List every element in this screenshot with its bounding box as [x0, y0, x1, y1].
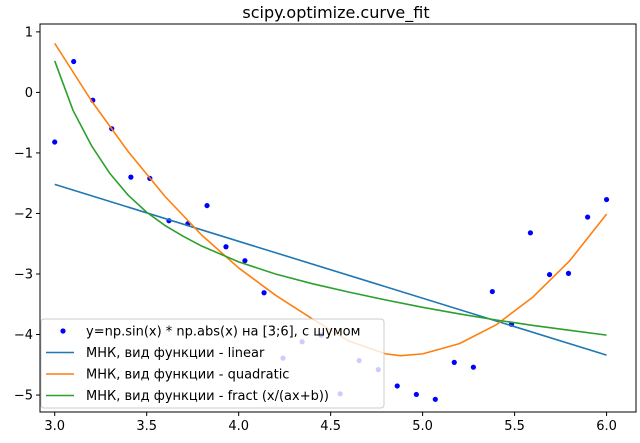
legend: y=np.sin(x) * np.abs(x) на [3;6], с шумо…	[40, 318, 385, 409]
y-tick-label: 1	[25, 25, 33, 40]
data-point	[603, 196, 610, 203]
y-tick-label: 0	[25, 86, 33, 101]
x-tick-label: 3.5	[136, 419, 157, 434]
data-point	[128, 174, 134, 180]
legend-label-3: МНК, вид функции - fract (x/(ax+b))	[86, 389, 329, 404]
data-point	[432, 396, 438, 402]
x-tick-label: 4.0	[228, 419, 249, 434]
data-point	[546, 271, 553, 278]
legend-label-1: МНК, вид функции - linear	[86, 346, 265, 361]
y-tick-label: −4	[14, 328, 33, 343]
series-line-3	[53, 60, 607, 336]
y-tick-label: −3	[14, 267, 33, 282]
legend-marker-scatter	[60, 328, 66, 334]
data-point	[223, 244, 229, 250]
data-point	[470, 364, 476, 370]
data-point	[565, 270, 572, 276]
legend-box	[40, 318, 385, 409]
data-point	[451, 359, 457, 365]
legend-label-0: y=np.sin(x) * np.abs(x) на [3;6], с шумо…	[86, 325, 360, 340]
chart-title: scipy.optimize.curve_fit	[242, 3, 429, 23]
y-tick-label: −5	[14, 389, 33, 404]
data-point	[489, 288, 495, 295]
data-point	[52, 139, 58, 145]
legend-label-2: МНК, вид функции - quadratic	[86, 368, 289, 383]
x-tick-label: 5.0	[412, 419, 433, 434]
x-tick-label: 3.0	[44, 419, 65, 434]
axes-frame	[39, 23, 637, 413]
y-tick-label: −1	[14, 146, 33, 161]
data-point	[585, 214, 591, 220]
data-point	[242, 258, 248, 264]
data-point	[413, 391, 419, 398]
data-point	[71, 58, 77, 65]
x-tick-label: 5.5	[504, 419, 525, 434]
x-tick-label: 6.0	[596, 419, 617, 434]
x-tick-label: 4.5	[320, 419, 341, 434]
data-point	[394, 383, 400, 389]
data-point	[261, 290, 267, 296]
data-point	[204, 202, 210, 209]
y-tick-label: −2	[14, 207, 33, 222]
data-point	[527, 230, 534, 236]
